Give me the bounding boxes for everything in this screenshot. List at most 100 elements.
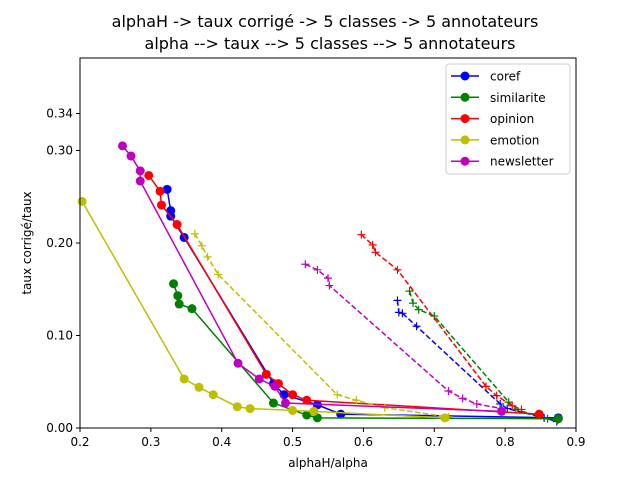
- series-emotion: [77, 196, 453, 423]
- data-point-plus: [398, 309, 407, 318]
- legend-item-newsletter: newsletter: [451, 155, 554, 169]
- data-point-circle: [270, 381, 280, 391]
- ticks-layer: 0.2 0.3 0.4 0.5 0.6 0.7 0.8 0.9 0.00 0.10 0.20 0.30…: [46, 107, 585, 450]
- data-point-circle: [162, 184, 172, 194]
- data-point-circle: [156, 200, 166, 210]
- data-point-circle: [194, 382, 204, 392]
- data-point-plus: [517, 405, 526, 414]
- data-point-circle: [309, 406, 319, 416]
- legend-item-opinion: opinion: [451, 112, 534, 126]
- series-line-dashed: [194, 233, 449, 418]
- data-point-plus: [444, 387, 453, 395]
- data-point-plus: [497, 404, 506, 413]
- data-point-plus: [405, 287, 414, 296]
- legend-item-coref: coref: [451, 70, 521, 84]
- data-point-plus: [412, 322, 421, 331]
- series-line-solid: [81, 201, 445, 419]
- data-point-circle: [173, 291, 183, 301]
- data-point-circle: [268, 398, 278, 408]
- data-point-plus: [504, 398, 513, 407]
- data-point-circle: [261, 369, 271, 379]
- data-point-circle: [179, 374, 189, 384]
- data-point-plus: [482, 382, 491, 391]
- data-point-circle: [254, 374, 264, 384]
- legend-item-emotion: emotion: [451, 133, 539, 147]
- data-point-circle: [172, 220, 182, 229]
- series-line-dashed: [408, 290, 559, 421]
- data-point-circle: [302, 395, 312, 405]
- data-point-plus: [325, 281, 334, 290]
- data-point-circle: [174, 299, 184, 309]
- legend-item-similarite: similarite: [451, 91, 546, 105]
- data-point-circle: [187, 304, 197, 314]
- chart-title-line-2: alpha --> taux --> 5 classes --> 5 annot…: [145, 34, 516, 53]
- legend-label: newsletter: [490, 155, 554, 169]
- series-opinion: [144, 170, 544, 419]
- legend-label: opinion: [490, 112, 534, 126]
- data-point-plus: [190, 229, 199, 238]
- data-point-plus: [472, 399, 481, 408]
- data-point-circle: [169, 279, 179, 289]
- data-point-plus: [508, 401, 517, 410]
- data-point-plus: [492, 391, 501, 400]
- legend-label: emotion: [490, 133, 539, 147]
- data-point-plus: [371, 248, 380, 257]
- legend-label: coref: [490, 70, 521, 84]
- data-point-plus: [543, 414, 552, 423]
- series-line-solid: [166, 189, 559, 419]
- data-point-circle: [135, 166, 145, 176]
- x-tick-label: 0.8: [496, 435, 515, 449]
- data-point-plus: [409, 299, 418, 308]
- data-point-circle: [233, 358, 243, 368]
- data-point-plus: [414, 305, 423, 314]
- data-point-plus: [393, 265, 402, 274]
- legend-marker: [460, 71, 470, 81]
- data-point-plus: [313, 265, 322, 274]
- y-tick-label: 0.34: [46, 107, 73, 121]
- data-point-circle: [302, 410, 312, 420]
- data-point-circle: [144, 170, 154, 180]
- legend-frame: [445, 63, 571, 175]
- data-point-plus: [394, 308, 403, 317]
- data-point-circle: [77, 196, 87, 206]
- data-point-plus: [203, 252, 212, 261]
- series-coref: [162, 184, 563, 426]
- data-point-plus: [197, 241, 206, 250]
- data-point-circle: [155, 186, 165, 196]
- x-tick-label: 0.2: [70, 435, 89, 449]
- data-point-circle: [208, 390, 218, 400]
- series-newsletter: [118, 141, 507, 416]
- data-point-plus: [393, 296, 402, 305]
- data-point-plus: [554, 415, 563, 424]
- data-point-plus: [324, 274, 332, 283]
- x-tick-label: 0.4: [212, 435, 231, 449]
- legend-label: similarite: [490, 91, 546, 105]
- legend-marker: [460, 135, 470, 145]
- y-tick-label: 0.00: [46, 421, 73, 435]
- data-point-plus: [333, 390, 342, 399]
- y-tick-label: 0.10: [46, 329, 73, 343]
- legend-marker: [460, 156, 470, 166]
- chart-title-line-1: alphaH -> taux corrigé -> 5 classes -> 5…: [112, 12, 539, 31]
- data-point-circle: [288, 390, 298, 400]
- data-point-plus: [368, 240, 377, 249]
- data-point-plus: [352, 396, 361, 405]
- series-line-dashed: [305, 263, 502, 410]
- x-tick-label: 0.5: [283, 435, 302, 449]
- data-point-circle: [534, 409, 544, 419]
- legend: coref similarite opinion emotion newsletter: [445, 63, 571, 175]
- series-line-dashed: [360, 234, 522, 411]
- y-tick-label: 0.20: [46, 236, 73, 250]
- y-axis-label: taux corrigé/taux: [20, 191, 34, 294]
- data-point-circle: [245, 404, 255, 414]
- legend-marker: [460, 92, 470, 102]
- y-tick-label: 0.30: [46, 144, 73, 158]
- x-tick-label: 0.3: [141, 435, 160, 449]
- data-point-plus: [444, 412, 453, 421]
- data-point-circle: [126, 151, 136, 161]
- data-point-plus: [496, 399, 505, 408]
- series-similarite: [169, 279, 563, 424]
- data-point-circle: [288, 405, 298, 415]
- data-point-plus: [357, 230, 366, 239]
